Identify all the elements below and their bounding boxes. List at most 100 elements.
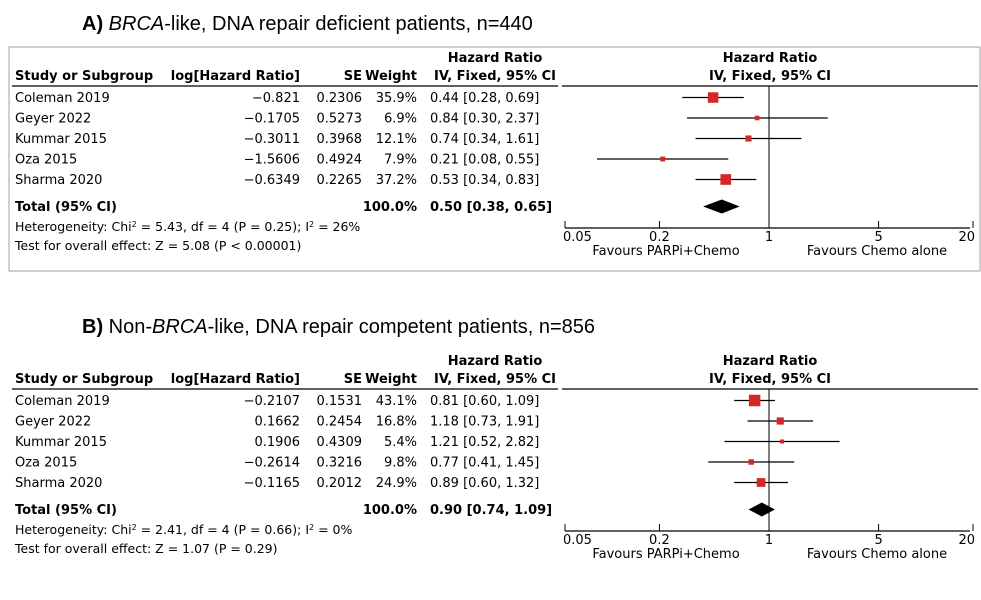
study-name: Geyer 2022	[15, 415, 91, 430]
heterogeneity-text: Heterogeneity: Chi2 = 2.41, df = 4 (P = …	[15, 522, 352, 537]
study-square-marker-icon	[756, 478, 766, 487]
study-se: 0.5273	[317, 112, 363, 127]
het-mid: = 5.43, df = 4 (P = 0.25); I	[137, 219, 309, 234]
total-diamond-marker-icon	[703, 199, 740, 214]
total-label: Total (95% CI)	[15, 200, 117, 215]
study-name: Oza 2015	[15, 456, 77, 471]
header-plot-hazard-ratio: Hazard Ratio	[723, 354, 818, 369]
study-se: 0.4309	[317, 435, 363, 450]
study-name: Coleman 2019	[15, 91, 110, 106]
favours-right-label: Favours Chemo alone	[807, 244, 947, 259]
total-label: Total (95% CI)	[15, 503, 117, 518]
study-name: Kummar 2015	[15, 132, 107, 147]
study-se: 0.4924	[317, 153, 363, 168]
header-hazard-ratio: Hazard Ratio	[448, 51, 543, 66]
overall-effect-text: Test for overall effect: Z = 5.08 (P < 0…	[14, 238, 301, 253]
study-se: 0.3216	[317, 456, 363, 471]
study-loghr: −0.6349	[244, 173, 300, 188]
favours-left-label: Favours PARPi+Chemo	[592, 547, 739, 562]
header-loghr: log[Hazard Ratio]	[171, 372, 300, 387]
study-weight: 5.4%	[384, 435, 417, 450]
study-loghr: −0.821	[252, 91, 300, 106]
header-weight: Weight	[365, 372, 417, 387]
study-square-marker-icon	[748, 394, 761, 407]
study-weight: 12.1%	[376, 132, 417, 147]
study-square-marker-icon	[745, 135, 752, 142]
study-ci: 0.21 [0.08, 0.55]	[430, 153, 539, 168]
panel-title: B) Non-BRCA-like, DNA repair competent p…	[82, 316, 595, 338]
het-end: = 0%	[314, 522, 352, 537]
study-loghr: −0.3011	[244, 132, 300, 147]
total-ci: 0.90 [0.74, 1.09]	[430, 503, 552, 518]
x-tick-label: 0.05	[563, 230, 592, 245]
study-se: 0.1531	[317, 394, 363, 409]
study-weight: 35.9%	[376, 91, 417, 106]
header-plot-ci: IV, Fixed, 95% CI	[709, 372, 831, 387]
study-loghr: −0.2107	[244, 394, 300, 409]
study-ci: 0.81 [0.60, 1.09]	[430, 394, 539, 409]
title-text: -like, DNA repair competent patients,	[208, 316, 534, 338]
study-loghr: −0.1705	[244, 112, 300, 127]
het-end: = 26%	[314, 219, 360, 234]
het-sup: 2	[132, 523, 137, 532]
favours-left-label: Favours PARPi+Chemo	[592, 244, 739, 259]
het-sup: 2	[309, 523, 314, 532]
study-name: Geyer 2022	[15, 112, 91, 127]
x-tick-label: 1	[765, 230, 773, 245]
study-loghr: 0.1662	[255, 415, 301, 430]
het-prefix: Heterogeneity: Chi	[15, 219, 132, 234]
x-tick-label: 5	[874, 533, 882, 548]
het-sup: 2	[132, 220, 137, 229]
header-hazard-ratio: Hazard Ratio	[448, 354, 543, 369]
study-loghr: −0.2614	[244, 456, 300, 471]
x-tick-label: 20	[958, 230, 975, 245]
header-weight: Weight	[365, 69, 417, 84]
study-square-marker-icon	[754, 115, 760, 121]
total-weight: 100.0%	[363, 200, 417, 215]
total-weight: 100.0%	[363, 503, 417, 518]
study-se: 0.2306	[317, 91, 363, 106]
x-tick-label: 0.2	[649, 533, 670, 548]
study-ci: 1.18 [0.73, 1.91]	[430, 415, 539, 430]
study-loghr: 0.1906	[255, 435, 301, 450]
x-tick-label: 0.2	[649, 230, 670, 245]
header-study: Study or Subgroup	[15, 372, 153, 387]
header-plot-hazard-ratio: Hazard Ratio	[723, 51, 818, 66]
study-square-marker-icon	[776, 417, 784, 425]
study-se: 0.2265	[317, 173, 363, 188]
study-se: 0.2012	[317, 476, 363, 491]
study-weight: 9.8%	[384, 456, 417, 471]
x-tick-label: 20	[958, 533, 975, 548]
study-ci: 0.89 [0.60, 1.32]	[430, 476, 539, 491]
panel-title: A) BRCA-like, DNA repair deficient patie…	[82, 13, 533, 35]
panel-letter: A)	[82, 13, 103, 35]
header-se: SE	[344, 69, 362, 84]
heterogeneity-text: Heterogeneity: Chi2 = 5.43, df = 4 (P = …	[15, 219, 360, 234]
study-weight: 7.9%	[384, 153, 417, 168]
het-sup: 2	[309, 220, 314, 229]
overall-effect-text: Test for overall effect: Z = 1.07 (P = 0…	[14, 541, 278, 556]
title-n: n=440	[477, 13, 533, 35]
study-name: Coleman 2019	[15, 394, 110, 409]
header-ci: IV, Fixed, 95% CI	[434, 69, 556, 84]
study-weight: 16.8%	[376, 415, 417, 430]
het-prefix: Heterogeneity: Chi	[15, 522, 132, 537]
study-weight: 6.9%	[384, 112, 417, 127]
panel-letter: B)	[82, 316, 103, 338]
title-n: n=856	[539, 316, 595, 338]
header-ci: IV, Fixed, 95% CI	[434, 372, 556, 387]
header-se: SE	[344, 372, 362, 387]
total-diamond-marker-icon	[748, 502, 775, 517]
header-loghr: log[Hazard Ratio]	[171, 69, 300, 84]
study-name: Sharma 2020	[15, 173, 102, 188]
study-weight: 43.1%	[376, 394, 417, 409]
title-italic-text: BRCA	[152, 316, 208, 338]
study-ci: 1.21 [0.52, 2.82]	[430, 435, 539, 450]
study-name: Oza 2015	[15, 153, 77, 168]
study-ci: 0.53 [0.34, 0.83]	[430, 173, 539, 188]
study-square-marker-icon	[748, 459, 754, 465]
x-tick-label: 0.05	[563, 533, 592, 548]
total-ci: 0.50 [0.38, 0.65]	[430, 200, 552, 215]
